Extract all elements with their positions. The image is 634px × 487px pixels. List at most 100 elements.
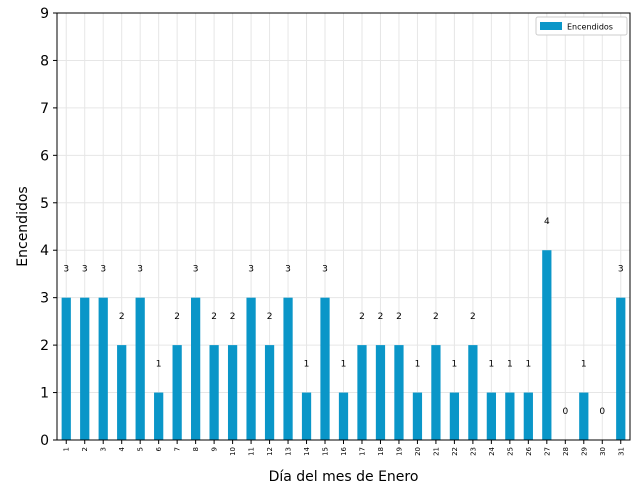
bar	[172, 345, 182, 440]
x-tick-label: 21	[432, 447, 440, 456]
bar	[431, 345, 441, 440]
bar	[375, 345, 386, 440]
x-tick-label: 16	[340, 446, 348, 455]
y-tick-label: 4	[40, 243, 49, 259]
data-label: 2	[396, 312, 402, 322]
legend-box	[535, 16, 628, 36]
x-tick-label: 12	[266, 447, 274, 456]
bar	[117, 345, 127, 440]
bar	[412, 392, 423, 440]
x-axis: 1 2 3 4 5 6 7 8 9 10 11 12 13 14 15 16 17 18 19 20 21 22 23 24 2…	[63, 440, 625, 456]
bar	[357, 345, 367, 440]
y-tick-label: 8	[40, 53, 49, 69]
bar	[616, 297, 626, 440]
x-tick-label: 7	[174, 447, 182, 451]
data-label: 3	[137, 265, 143, 275]
x-tick-label: 14	[303, 446, 311, 455]
bar	[301, 392, 312, 440]
bar	[468, 345, 478, 440]
data-label: 2	[378, 312, 384, 322]
x-tick-label: 25	[506, 447, 514, 456]
data-label: 1	[341, 360, 347, 370]
y-axis-label: Encendidos	[15, 186, 31, 266]
x-tick-label: 20	[414, 447, 422, 456]
bar	[449, 392, 460, 440]
bar	[394, 345, 404, 440]
x-tick-label: 4	[118, 446, 126, 451]
bar	[209, 345, 219, 440]
legend-swatch	[540, 22, 562, 30]
data-label: 1	[304, 360, 310, 370]
x-tick-label: 18	[377, 447, 385, 456]
bar	[542, 250, 552, 440]
y-tick-label: 5	[40, 196, 49, 212]
x-tick-label: 3	[100, 447, 108, 451]
bar	[523, 392, 533, 440]
data-label: 1	[489, 360, 495, 370]
x-tick-label: 6	[155, 446, 163, 451]
x-tick-label: 23	[469, 447, 477, 456]
data-label: 2	[230, 312, 236, 322]
bar	[579, 392, 589, 440]
data-label: 2	[267, 312, 273, 322]
data-label: 3	[618, 265, 624, 275]
x-tick-label: 27	[543, 447, 551, 456]
data-label: 4	[544, 217, 550, 227]
data-label: 3	[100, 265, 106, 275]
bar	[227, 345, 238, 440]
bar	[98, 297, 108, 440]
data-label: 3	[193, 265, 199, 275]
x-tick-label: 10	[229, 447, 237, 456]
x-tick-label: 2	[81, 447, 89, 451]
x-tick-label: 1	[63, 447, 71, 451]
bar	[246, 297, 256, 440]
data-label: 3	[285, 265, 291, 275]
data-label: 2	[211, 312, 217, 322]
data-label: 3	[248, 265, 254, 275]
plot-frame	[56, 12, 631, 441]
x-tick-label: 13	[285, 447, 293, 456]
x-tick-label: 29	[580, 447, 588, 456]
x-tick-label: 22	[451, 447, 459, 456]
x-tick-label: 30	[599, 447, 607, 456]
y-tick-label: 2	[40, 338, 49, 354]
data-label: 1	[415, 360, 421, 370]
x-tick-label: 15	[322, 447, 330, 456]
bar	[61, 297, 71, 440]
bar	[264, 345, 275, 440]
x-tick-label: 31	[617, 447, 625, 456]
data-label: 3	[322, 265, 328, 275]
data-label: 0	[599, 407, 605, 417]
x-tick-label: 28	[562, 447, 570, 456]
x-tick-label: 8	[192, 447, 200, 451]
y-tick-label: 0	[40, 433, 49, 449]
x-tick-label: 9	[211, 447, 219, 451]
data-label: 3	[63, 265, 69, 275]
bar	[505, 392, 515, 440]
data-label: 1	[156, 360, 162, 370]
y-axis: 0 1 2 3 4 5 6 7 8 9	[40, 6, 57, 449]
data-label: 3	[82, 265, 88, 275]
x-tick-label: 17	[358, 447, 366, 456]
data-label: 1	[507, 360, 513, 370]
x-tick-label: 26	[525, 446, 533, 455]
x-axis-label: Día del mes de Enero	[269, 469, 419, 485]
bar	[80, 297, 90, 440]
bar	[154, 392, 164, 440]
bar	[486, 392, 496, 440]
legend-label: Encendidos	[567, 23, 613, 32]
y-tick-label: 6	[40, 148, 49, 164]
bar	[338, 392, 349, 440]
data-label: 2	[119, 312, 125, 322]
y-tick-label: 1	[40, 386, 49, 402]
data-label: 1	[581, 360, 587, 370]
bar	[191, 297, 201, 440]
data-label: 2	[470, 312, 476, 322]
bar	[283, 297, 293, 440]
data-labels-group: 3 3 3 2 3 1 2 3 2 2 3 2 3 1 3 1 2 2 2 1 2 1 2 1 1 1 4 0 1 0 3	[63, 217, 623, 417]
data-label: 1	[452, 360, 458, 370]
y-tick-label: 3	[40, 291, 49, 307]
data-label: 1	[525, 360, 531, 370]
x-tick-label: 19	[395, 447, 403, 456]
